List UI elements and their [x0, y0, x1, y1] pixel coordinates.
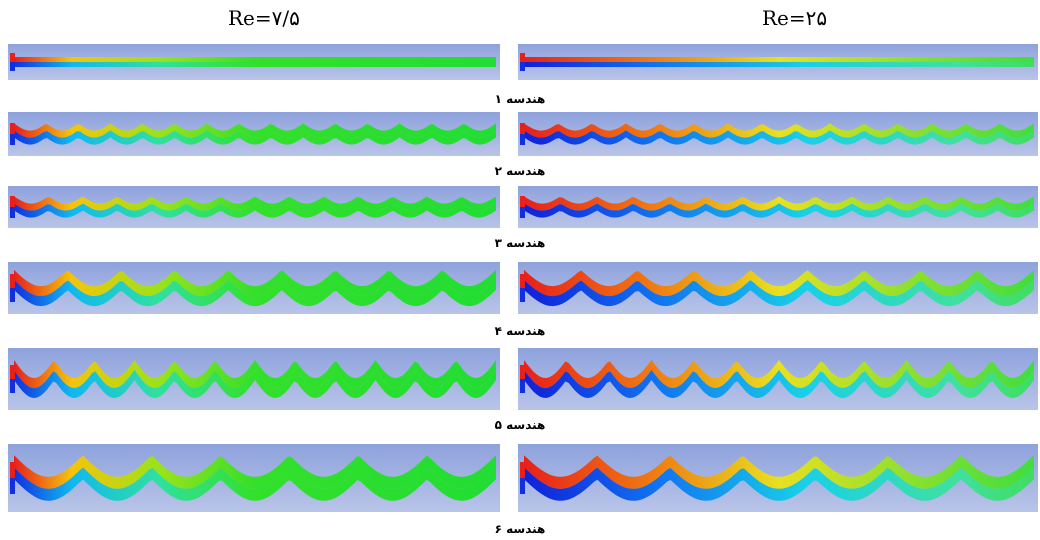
- inlet: [10, 123, 15, 134]
- channel-upper: [14, 57, 496, 62]
- column-title: Re=۲۵: [762, 6, 827, 30]
- inlet: [10, 274, 15, 288]
- inlet: [10, 478, 15, 494]
- inlet: [520, 207, 525, 218]
- inlet: [520, 379, 525, 393]
- channel-lower: [14, 62, 496, 67]
- channel-upper: [524, 57, 1034, 62]
- figure: Re=۷/۵ Re=۲۵ هندسه ۱ هندسه ۲ هندسه ۳ هند…: [0, 0, 1040, 540]
- inlet: [10, 53, 15, 62]
- inlet: [520, 478, 525, 494]
- inlet: [520, 134, 525, 145]
- inlet: [520, 462, 525, 478]
- inlet: [10, 134, 15, 145]
- inlet: [10, 379, 15, 393]
- inlet: [520, 196, 525, 207]
- caption: هندسه ۵: [0, 418, 1040, 432]
- inlet: [10, 207, 15, 218]
- inlet: [520, 274, 525, 288]
- inlet: [520, 365, 525, 379]
- inlet: [10, 62, 15, 71]
- inlet: [520, 62, 525, 71]
- inlet: [10, 462, 15, 478]
- caption: هندسه ۶: [0, 522, 1040, 536]
- column-title: Re=۷/۵: [228, 6, 300, 30]
- inlet: [10, 196, 15, 207]
- inlet: [520, 123, 525, 134]
- inlet: [10, 365, 15, 379]
- inlet: [10, 288, 15, 302]
- inlet: [520, 53, 525, 62]
- channel-lower: [524, 62, 1034, 67]
- inlet: [520, 288, 525, 302]
- caption: هندسه ۴: [0, 324, 1040, 338]
- caption: هندسه ۳: [0, 236, 1040, 250]
- caption: هندسه ۱: [0, 92, 1040, 106]
- caption: هندسه ۲: [0, 164, 1040, 178]
- contour-panels: [0, 0, 1040, 540]
